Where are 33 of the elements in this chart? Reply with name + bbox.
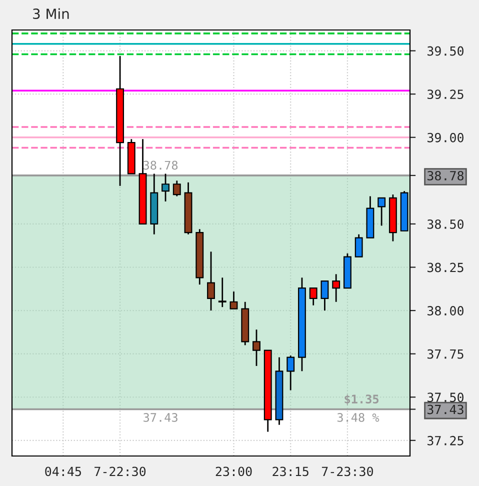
- x-tick-label: 7-23:30: [322, 466, 373, 476]
- y-tick-label: 38.25: [428, 262, 464, 272]
- x-tick-label: 04:45: [45, 466, 81, 476]
- candlestick: [378, 197, 386, 226]
- y-tick-label: 38.78: [428, 170, 464, 180]
- candlestick: [286, 354, 295, 391]
- annotation: 38.78: [144, 160, 178, 170]
- x-tick-label: 23:15: [272, 466, 308, 476]
- candlestick: [230, 290, 238, 310]
- candlestick: [309, 287, 318, 306]
- candlestick: [252, 328, 260, 367]
- candlestick: [218, 276, 226, 308]
- y-tick-label: 38.00: [428, 306, 464, 316]
- candlestick: [207, 250, 215, 312]
- candlestick: [162, 173, 170, 202]
- x-tick-label: 23:00: [216, 466, 252, 476]
- y-tick-label: 39.50: [428, 46, 464, 56]
- candlestick: [320, 280, 329, 312]
- y-tick-label: 39.00: [428, 132, 464, 142]
- y-tick-label: 37.25: [428, 436, 464, 446]
- annotation: 37.43: [144, 412, 178, 422]
- chart-title: 3 Min: [33, 8, 69, 20]
- candlestick: [172, 180, 181, 197]
- y-tick-label: 37.43: [428, 404, 464, 414]
- candlestick: [354, 234, 363, 258]
- y-tick-label: 39.25: [428, 90, 464, 100]
- y-tick-label: 37.50: [428, 392, 464, 402]
- candlestick: [332, 273, 340, 303]
- y-tick-label: 37.75: [428, 349, 464, 359]
- x-tick-label: 7-22:30: [94, 466, 146, 476]
- annotation: $1.35: [344, 394, 378, 406]
- annotation: 3.48 %: [337, 412, 380, 422]
- y-tick-label: 38.50: [428, 219, 464, 229]
